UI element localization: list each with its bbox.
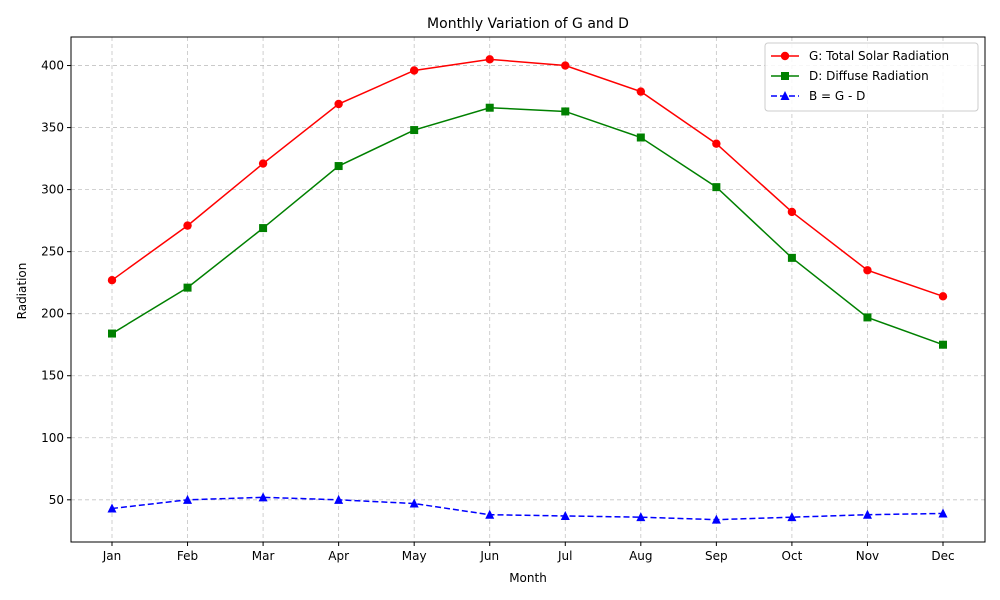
series-3 — [107, 492, 948, 524]
series-line — [111, 496, 944, 521]
data-point — [938, 508, 948, 518]
legend-label: G: Total Solar Radiation — [809, 49, 949, 63]
x-tick-label: Nov — [856, 549, 879, 563]
y-axis: 50 100 150 200 250 300 350 400 — [41, 59, 71, 507]
x-tick-label: Dec — [931, 549, 954, 563]
series-line — [111, 106, 944, 346]
data-point — [636, 512, 646, 522]
data-point — [711, 514, 721, 524]
y-tick-label: 350 — [41, 121, 64, 135]
y-tick-label: 400 — [41, 59, 64, 73]
data-point — [787, 253, 796, 262]
legend-label: B = G - D — [809, 89, 865, 103]
y-tick-label: 150 — [41, 369, 64, 383]
legend-box — [764, 42, 979, 112]
data-point — [409, 498, 419, 508]
x-tick-label: May — [402, 549, 427, 563]
data-point — [485, 55, 494, 64]
legend-item[interactable]: D: Diffuse Radiation — [771, 69, 929, 83]
data-point — [485, 509, 495, 519]
data-point — [561, 61, 570, 70]
data-point — [636, 133, 645, 142]
x-tick-label: Feb — [177, 549, 198, 563]
legend-swatch-marker — [780, 51, 790, 61]
y-tick-label: 100 — [41, 431, 64, 445]
data-point — [636, 87, 646, 96]
data-point — [787, 512, 797, 522]
data-point — [863, 313, 872, 322]
data-point — [560, 510, 570, 520]
x-tick-label: Jul — [557, 549, 572, 563]
series-2 — [108, 103, 947, 349]
x-tick-label: Jun — [479, 549, 499, 563]
y-tick-label: 50 — [49, 493, 64, 507]
grid — [71, 37, 985, 542]
x-axis: Jan Feb Mar Apr May Jun Jul Aug Sep Oct Nov Dec — [102, 542, 955, 563]
data-point — [334, 162, 343, 171]
data-point — [485, 103, 494, 112]
series-layer — [107, 55, 948, 524]
data-point — [938, 292, 948, 301]
data-point — [183, 221, 192, 230]
x-tick-label: Aug — [629, 549, 652, 563]
data-point — [107, 503, 117, 513]
data-point — [862, 509, 872, 519]
x-tick-label: Jan — [102, 549, 122, 563]
plot-area — [70, 36, 986, 543]
data-point — [258, 159, 268, 168]
x-tick-label: Apr — [328, 549, 349, 563]
x-tick-label: Mar — [252, 549, 275, 563]
data-point — [183, 494, 193, 504]
legend-swatch-marker — [781, 72, 789, 80]
data-point — [108, 329, 116, 338]
data-point — [410, 126, 419, 135]
legend-item[interactable]: B = G - D — [771, 89, 865, 103]
data-point — [712, 183, 721, 192]
x-tick-label: Oct — [782, 549, 803, 563]
legend-item[interactable]: G: Total Solar Radiation — [771, 49, 949, 63]
legend-label: D: Diffuse Radiation — [809, 69, 929, 83]
data-point — [409, 66, 419, 75]
data-point — [334, 494, 344, 504]
y-tick-label: 300 — [41, 183, 64, 197]
data-point — [561, 107, 570, 116]
legend[interactable]: G: Total Solar Radiation D: Diffuse Radia… — [764, 42, 979, 112]
y-axis-label: Radiation — [15, 263, 29, 320]
data-point — [258, 492, 268, 502]
data-point — [787, 207, 797, 217]
series-1 — [107, 55, 948, 301]
y-tick-label: 200 — [41, 307, 64, 321]
data-point — [107, 275, 117, 285]
x-tick-label: Sep — [705, 549, 728, 563]
series-line — [111, 58, 944, 298]
legend-swatch-marker — [780, 91, 790, 100]
data-point — [334, 99, 343, 109]
x-axis-label: Month — [509, 571, 547, 585]
y-tick-label: 250 — [41, 245, 64, 259]
data-point — [939, 340, 947, 349]
data-point — [863, 266, 872, 275]
data-point — [259, 224, 268, 233]
chart-title: Monthly Variation of G and D — [427, 16, 629, 32]
data-point — [183, 283, 192, 292]
data-point — [712, 139, 721, 148]
